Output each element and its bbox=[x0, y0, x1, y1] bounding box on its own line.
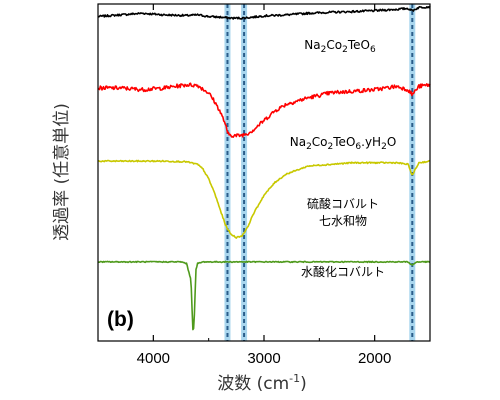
plot-frame bbox=[97, 3, 431, 342]
series-label-2-line-1: 七水和物 bbox=[319, 214, 367, 228]
series-label-3-line-0: 水酸化コバルト bbox=[301, 264, 385, 279]
series-layer bbox=[97, 5, 431, 331]
reference-lines bbox=[224, 4, 416, 341]
series-label-0: Na2Co2TeO6 bbox=[304, 38, 376, 55]
y-axis-title: 透過率 (任意単位) bbox=[52, 103, 72, 241]
x-axis-title-main: 波数 (cm bbox=[217, 374, 289, 394]
panel-label: (b) bbox=[107, 308, 134, 331]
x-axis-ticks: 4000 3000 2000 bbox=[97, 4, 431, 367]
x-axis-title-superscript: -1 bbox=[289, 372, 300, 385]
x-axis-title: 波数 (cm-1) bbox=[217, 372, 307, 394]
series-labels: Na2Co2TeO6 Na2Co2TeO6.yH2O 硫酸コバルト七水和物水酸化コバ… bbox=[290, 38, 397, 279]
series-line-3 bbox=[97, 260, 431, 331]
x-tick-label-4000: 4000 bbox=[137, 350, 170, 367]
series-label-1: Na2Co2TeO6.yH2O bbox=[290, 135, 397, 152]
x-axis-title-close: ) bbox=[300, 374, 307, 394]
series-line-2 bbox=[97, 159, 431, 239]
series-label-2-line-0: 硫酸コバルト bbox=[307, 196, 379, 211]
series-line-1 bbox=[97, 82, 431, 138]
x-tick-label-3000: 3000 bbox=[247, 350, 280, 367]
x-tick-label-2000: 2000 bbox=[358, 350, 391, 367]
